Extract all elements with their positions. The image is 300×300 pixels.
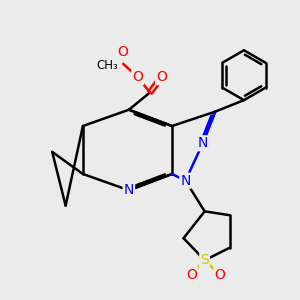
Text: O: O (132, 70, 143, 84)
Text: O: O (156, 70, 167, 84)
Text: N: N (180, 174, 191, 188)
Text: N: N (124, 183, 134, 197)
Text: N: N (197, 136, 208, 150)
Text: CH₃: CH₃ (97, 59, 119, 72)
Text: O: O (214, 268, 225, 282)
Text: S: S (200, 253, 209, 267)
Text: O: O (118, 45, 129, 59)
Text: O: O (186, 268, 197, 282)
